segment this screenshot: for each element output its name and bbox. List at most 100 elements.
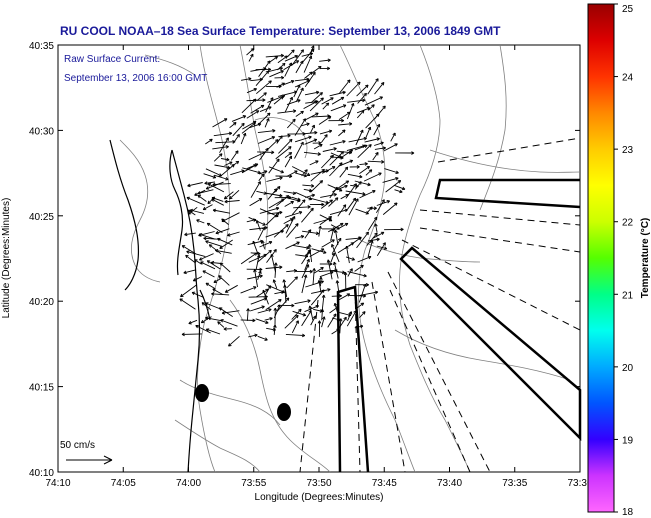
current-vector [197, 194, 207, 202]
lane [419, 209, 581, 226]
current-vector [333, 302, 341, 321]
current-vector [246, 218, 257, 223]
current-vector [284, 314, 299, 329]
current-vector [268, 166, 284, 174]
current-vector [203, 173, 217, 179]
y-axis-label: Latitude (Degrees:Minutes) [1, 198, 12, 319]
current-vector [284, 152, 293, 159]
current-vector [247, 274, 263, 280]
current-vector [313, 143, 323, 150]
current-vector [262, 289, 269, 305]
bathymetry-contours [119, 44, 581, 473]
current-vector [277, 109, 297, 114]
current-vector [186, 250, 206, 258]
current-vector [321, 294, 326, 311]
current-vector [200, 261, 216, 270]
current-vector [261, 240, 266, 249]
current-vector [241, 122, 256, 134]
current-vector [310, 315, 317, 326]
current-vector [291, 166, 311, 177]
current-vector [309, 45, 315, 54]
current-vector [319, 276, 323, 287]
current-vector [321, 316, 326, 328]
x-tick-label: 73:45 [372, 478, 397, 489]
current-vector [320, 134, 328, 143]
current-vector [204, 181, 215, 185]
current-vector [257, 249, 272, 263]
current-vector [212, 208, 230, 214]
current-vector [357, 92, 367, 104]
map-area: Raw Surface Current: September 13, 2006 … [57, 44, 582, 473]
current-vector [195, 324, 211, 334]
colorbar-ticks: 25 24 23 22 21 20 19 18 [614, 3, 634, 518]
current-vector [240, 318, 256, 323]
current-vector [283, 79, 295, 86]
current-vector [250, 181, 261, 198]
current-vector [309, 160, 319, 166]
current-vector [284, 155, 293, 168]
current-vector [293, 205, 311, 209]
x-tick-label: 74:00 [176, 478, 201, 489]
current-vector [338, 79, 351, 94]
current-vector [224, 284, 238, 293]
current-vector [228, 335, 240, 347]
current-vector [310, 92, 323, 104]
current-vector [355, 129, 364, 146]
x-tick-label: 74:10 [45, 478, 70, 489]
current-vector [286, 49, 295, 58]
current-vector [264, 192, 283, 198]
y-tick-label: 40:25 [29, 212, 54, 223]
current-vector [255, 318, 269, 325]
current-vector [283, 191, 296, 196]
current-vector [294, 135, 312, 143]
current-vector [249, 198, 263, 207]
current-vector [312, 268, 316, 286]
current-vector [313, 266, 324, 274]
current-vector [284, 200, 294, 207]
current-vector [208, 244, 222, 255]
current-vector [338, 318, 343, 334]
current-vector [257, 308, 272, 314]
contour-line [174, 419, 261, 473]
current-vector [206, 222, 223, 233]
y-tick-label: 40:30 [29, 126, 54, 137]
current-vector [335, 280, 340, 296]
current-vector [291, 49, 304, 66]
current-vector [250, 251, 261, 256]
site-marker [277, 403, 291, 421]
current-vector [359, 189, 376, 199]
current-vector [334, 229, 339, 245]
scale-label: 50 cm/s [60, 440, 95, 451]
y-tick-label: 40:35 [29, 41, 54, 52]
current-vector [272, 279, 278, 289]
current-vector [184, 232, 196, 237]
current-vector [246, 163, 259, 170]
current-vector [286, 268, 298, 273]
current-vector [367, 216, 378, 231]
current-vector [348, 198, 359, 216]
current-vector [286, 223, 299, 238]
current-vector [274, 75, 285, 80]
colorbar-tick-label: 21 [622, 290, 634, 301]
current-vector [277, 62, 286, 71]
current-vector [376, 245, 388, 250]
current-vector [186, 196, 205, 206]
contour-line [479, 44, 507, 211]
map-frame [57, 44, 581, 473]
current-vector [273, 307, 278, 325]
current-vector [292, 310, 307, 317]
current-vector [217, 237, 233, 246]
current-vector [285, 333, 306, 338]
current-vector [267, 210, 283, 215]
current-vector [276, 297, 290, 312]
current-vector [301, 169, 308, 177]
current-vector [304, 193, 316, 198]
current-vector [372, 231, 385, 239]
current-vector [181, 332, 202, 337]
current-vector [286, 276, 298, 289]
current-vector [328, 118, 345, 123]
current-vector [213, 174, 229, 181]
current-vector [373, 123, 381, 136]
surface-current-vectors [179, 45, 415, 347]
current-vector [338, 129, 346, 137]
